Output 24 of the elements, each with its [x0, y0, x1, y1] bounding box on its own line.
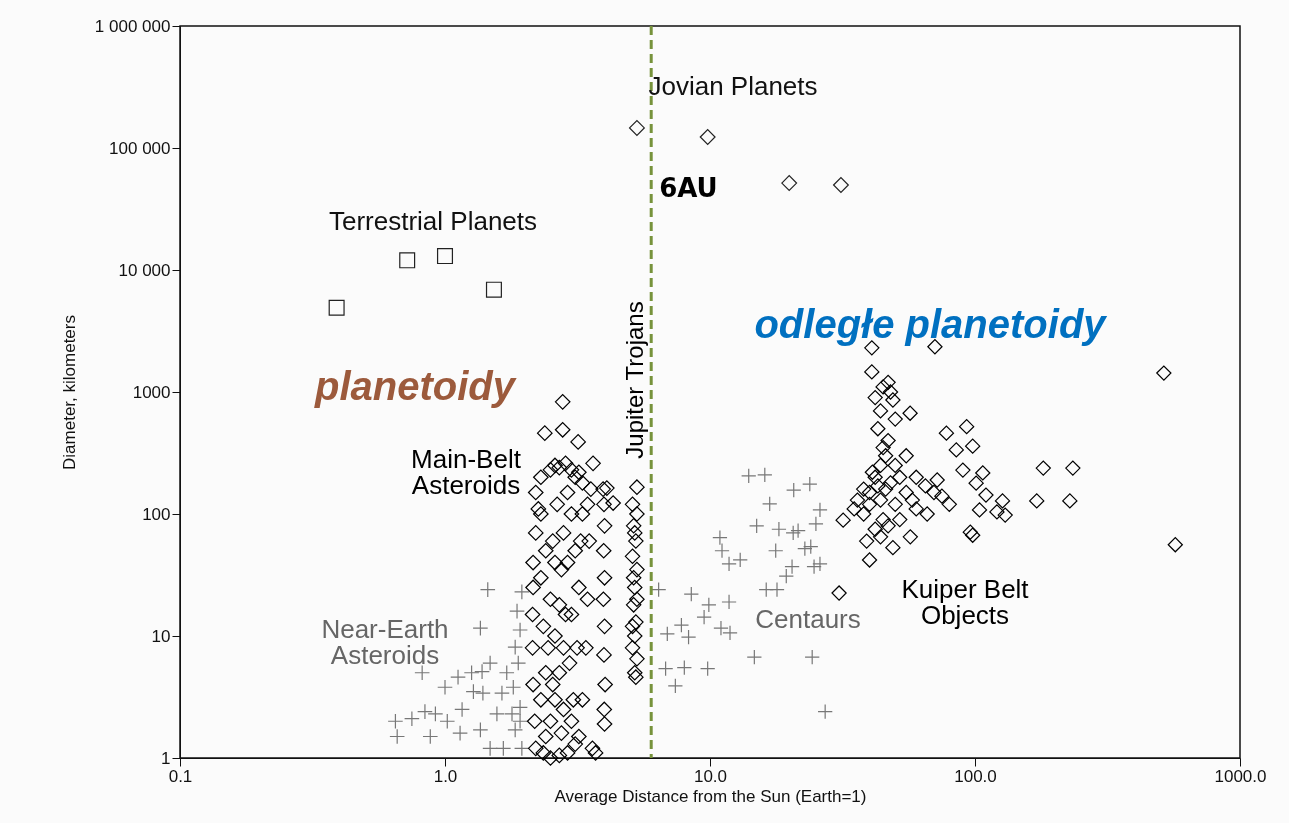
annotation: Near-Earth Asteroids: [321, 614, 449, 670]
annotation: Centaurs: [755, 604, 861, 634]
y-tick-label: 10: [151, 626, 171, 646]
y-tick-label: 1 000 000: [94, 16, 171, 36]
y-tick-label: 100: [142, 504, 171, 524]
y-tick-label: 1000: [132, 382, 171, 402]
annotation: Kuiper Belt Objects: [901, 574, 1030, 630]
annotation: Jupiter Trojans: [621, 301, 648, 459]
annotation: planetoidy: [313, 364, 517, 408]
y-tick-label: 10 000: [118, 260, 171, 280]
x-axis-title: Average Distance from the Sun (Earth=1): [554, 786, 867, 806]
annotation: Terrestrial Planets: [328, 206, 538, 236]
annotation: Jovian Planets: [648, 71, 818, 101]
x-tick-label: 100.0: [954, 766, 997, 786]
annotation: odległe planetoidy: [754, 302, 1108, 346]
y-tick-label: 100 000: [109, 138, 171, 158]
ref-line-label: 6AU: [659, 173, 718, 203]
y-tick-label: 1: [161, 748, 171, 768]
x-tick-label: 10.0: [693, 766, 728, 786]
x-tick-label: 1.0: [433, 766, 458, 786]
x-tick-label: 0.1: [168, 766, 193, 786]
annotation: Main-Belt Asteroids: [411, 444, 522, 500]
x-tick-label: 1000.0: [1214, 766, 1267, 786]
y-axis-title: Diameter, kilometers: [59, 315, 79, 470]
